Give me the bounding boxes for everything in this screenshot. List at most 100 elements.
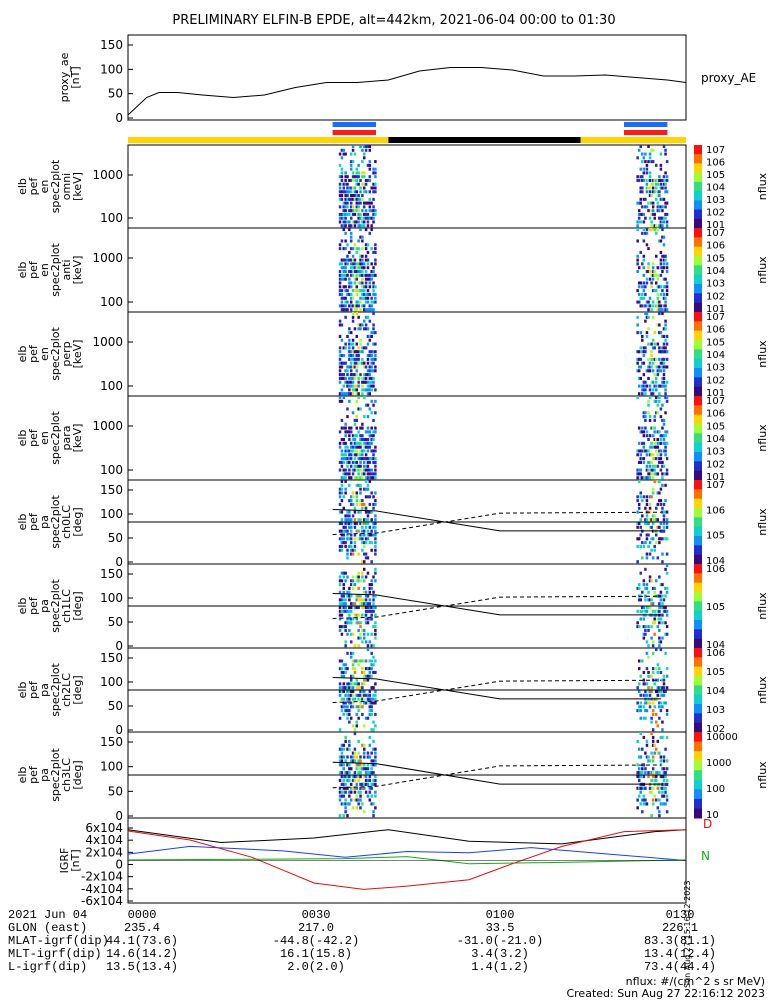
- spec-cell: [362, 468, 366, 472]
- spec-cell: [340, 690, 344, 694]
- spec-cell: [349, 308, 353, 312]
- spec-cell: [366, 178, 370, 182]
- spec-cell: [374, 273, 377, 277]
- spec-cell: [370, 632, 373, 636]
- spec-cell: [368, 472, 372, 476]
- cbar-seg-para-4: [694, 433, 702, 444]
- spec-cell: [366, 648, 370, 652]
- spec-cell: [348, 212, 351, 216]
- cbar-seg-para-8: [694, 470, 702, 481]
- spec-cell: [355, 476, 359, 480]
- spec-cell: [370, 476, 373, 480]
- spec-cell: [661, 606, 664, 610]
- spec-cell: [655, 396, 658, 400]
- spec-cell: [353, 220, 357, 224]
- spec-cell: [348, 346, 351, 350]
- spec-cell: [374, 357, 377, 361]
- spec-cell: [342, 782, 346, 786]
- spec-cell: [644, 522, 647, 526]
- spec-cell: [372, 457, 375, 461]
- spec-cell: [370, 438, 373, 442]
- spec-cell: [340, 476, 344, 480]
- spec-cell: [639, 705, 642, 709]
- spec-cell: [338, 583, 342, 587]
- cbar-seg-ch0LC-6: [694, 536, 702, 546]
- spec-cell: [650, 201, 653, 205]
- spec-cell: [372, 300, 375, 304]
- spec-cell: [359, 235, 362, 239]
- spec-cell: [340, 388, 344, 392]
- cbar-tick-ch2LC-3: 105: [706, 667, 725, 678]
- spec-cell: [665, 334, 669, 338]
- spec-cell: [370, 771, 373, 775]
- spec-cell: [361, 277, 364, 281]
- spec-cell: [368, 209, 372, 213]
- ytick-igrf-6: 6x104: [85, 821, 123, 835]
- spec-cell: [651, 537, 655, 541]
- spec-cell: [344, 735, 347, 740]
- ylabel-perp-1: pef: [27, 344, 40, 363]
- spec-cell: [353, 518, 357, 522]
- spec-cell: [664, 388, 667, 392]
- spec-cell: [349, 525, 353, 529]
- cbar-tick-ch0LC-3: 107: [706, 480, 725, 491]
- spec-cell: [349, 678, 353, 682]
- spec-cell: [659, 167, 663, 171]
- ylabel-ch0LC-3: spec2plot: [49, 495, 62, 549]
- spec-cell: [370, 441, 373, 445]
- spec-cell: [359, 296, 362, 300]
- spec-cell: [659, 186, 663, 190]
- spec-cell: [342, 453, 346, 457]
- spec-cell: [355, 678, 359, 682]
- ylabel-omni-0: elb: [16, 178, 29, 195]
- spec-cell: [351, 575, 355, 579]
- spec-cell: [359, 434, 362, 438]
- spec-cell: [661, 216, 664, 220]
- spec-cell: [338, 380, 342, 384]
- spec-cell: [655, 648, 658, 652]
- spec-cell: [366, 697, 370, 701]
- spec-cell: [362, 171, 366, 175]
- spec-cell: [644, 632, 647, 636]
- spec-cell: [665, 357, 669, 361]
- xrow-1-label: GLON (east): [8, 921, 87, 935]
- spec-cell: [359, 625, 362, 629]
- spec-cell: [342, 814, 346, 818]
- spec-cell: [348, 270, 351, 274]
- spec-cell: [374, 541, 377, 545]
- spec-cell: [361, 682, 364, 686]
- spec-cell: [359, 621, 362, 625]
- spec-cell: [346, 548, 349, 552]
- spec-cell: [361, 690, 364, 694]
- spec-cell: [340, 790, 344, 794]
- spec-cell: [656, 411, 660, 415]
- spec-cell: [349, 522, 353, 526]
- spec-cell: [353, 194, 357, 198]
- spec-cell: [651, 709, 655, 713]
- spec-cell: [361, 392, 364, 396]
- spec-cell: [338, 319, 342, 323]
- spec-cell: [346, 533, 349, 537]
- spec-cell: [364, 790, 368, 794]
- spec-cell: [661, 350, 664, 354]
- spec-cell: [636, 254, 639, 258]
- spec-cell: [368, 205, 372, 209]
- spec-cell: [644, 319, 647, 323]
- spec-cell: [370, 518, 373, 522]
- spec-cell: [662, 609, 666, 613]
- spec-cell: [639, 453, 642, 457]
- spec-cell: [340, 763, 344, 767]
- spec-cell: [359, 186, 362, 190]
- spec-cell: [349, 342, 353, 346]
- panel-para: elbpefenspec2plotpara[keV]10010001011021…: [16, 395, 769, 483]
- spec-cell: [364, 621, 368, 625]
- spec-cell: [650, 548, 653, 552]
- spec-cell: [349, 759, 353, 763]
- spec-cell: [653, 445, 656, 449]
- spec-cell: [655, 533, 658, 537]
- spec-cell: [361, 296, 364, 300]
- spec-cell: [346, 292, 349, 296]
- spec-cell: [362, 346, 366, 350]
- spec-cell: [362, 292, 366, 296]
- spec-cell: [362, 205, 366, 209]
